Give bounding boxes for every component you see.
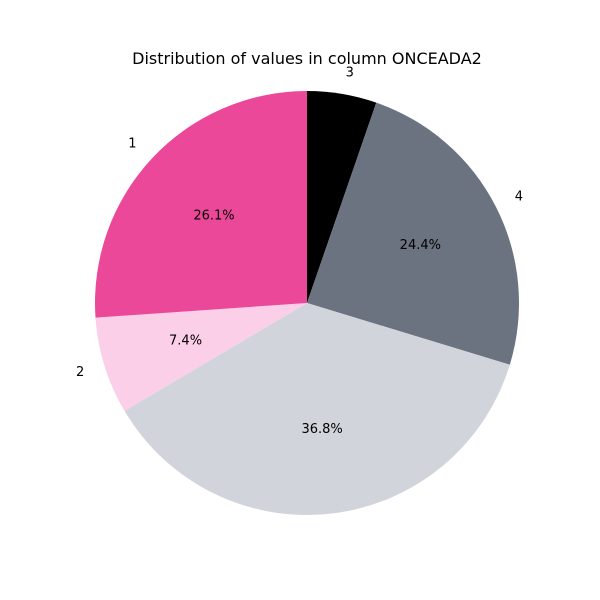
slice-percent-label-segment-2: 36.8% — [301, 422, 342, 437]
slice-label-3: 3 — [346, 66, 354, 81]
slice-label-1: 1 — [128, 136, 136, 151]
chart-title: Distribution of values in column ONCEADA… — [132, 49, 482, 68]
slice-label-4: 4 — [515, 190, 523, 205]
pie-slice-2 — [95, 303, 307, 411]
slice-percent-label-4: 24.4% — [400, 238, 441, 253]
pie-slice-segment-2 — [124, 303, 510, 515]
pie-slice-3 — [307, 91, 377, 303]
pie-slice-4 — [307, 102, 519, 365]
slice-percent-label-1: 26.1% — [193, 209, 234, 224]
pie-labels: 3 4 24.4% 36.8% 2 7.4% 1 26.1% — [76, 66, 523, 437]
slice-label-2: 2 — [76, 365, 84, 380]
pie-slices — [95, 91, 519, 515]
pie-slice-1 — [95, 91, 307, 318]
slice-percent-label-2: 7.4% — [169, 333, 202, 348]
